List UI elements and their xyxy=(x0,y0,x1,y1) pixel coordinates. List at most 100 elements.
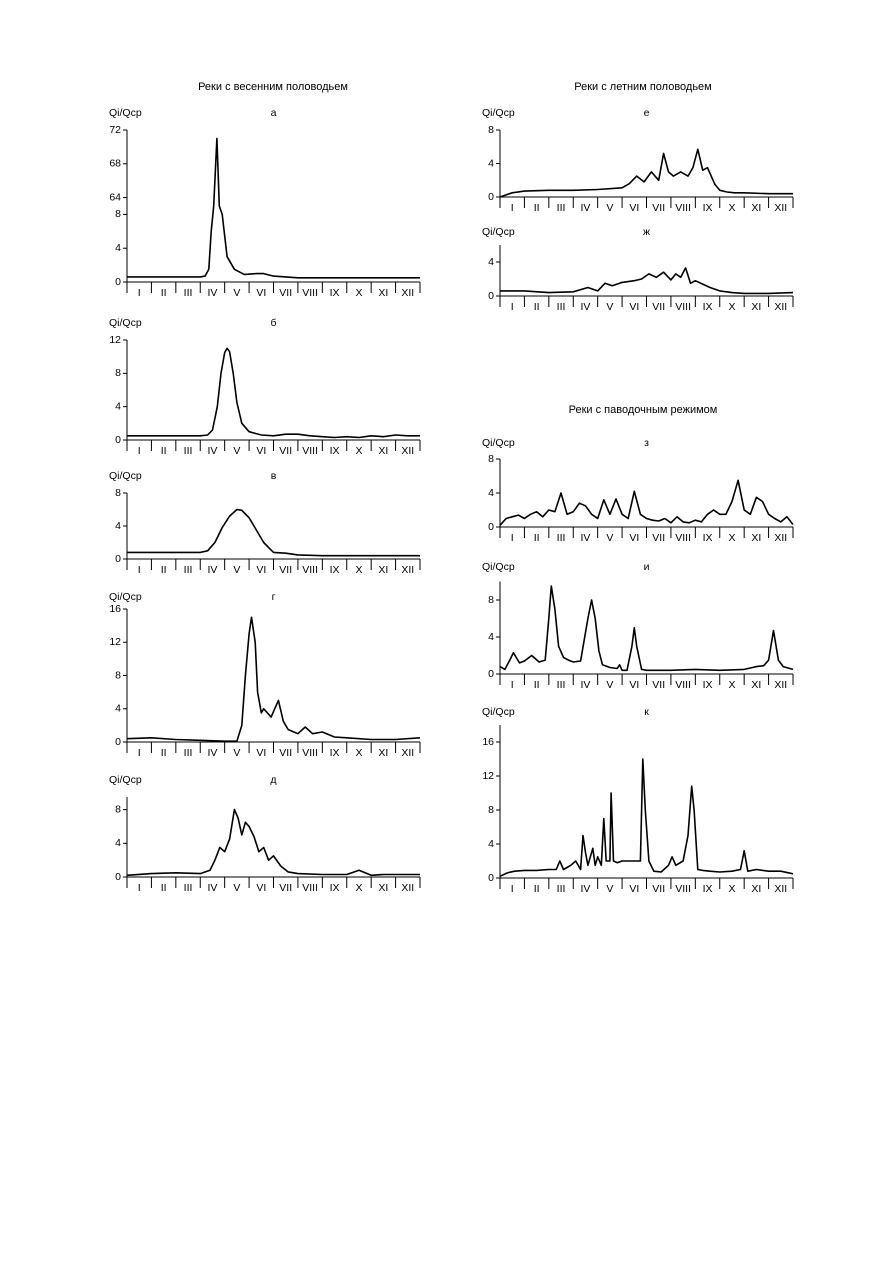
x-tick-label: VI xyxy=(629,202,639,214)
y-tick-label: 0 xyxy=(488,872,494,884)
x-tick-label: I xyxy=(511,202,514,214)
chart-title: и xyxy=(644,561,650,573)
x-tick-label: IX xyxy=(703,202,713,214)
y-axis-label: Qi/Qср xyxy=(109,470,142,482)
x-tick-label: IX xyxy=(330,445,340,457)
x-tick-label: X xyxy=(728,301,735,313)
x-tick-label: VII xyxy=(279,564,292,576)
column-title: Реки с паводочным режимом xyxy=(569,404,718,416)
y-tick-label: 8 xyxy=(488,124,494,136)
x-tick-label: IX xyxy=(330,747,340,759)
x-tick-label: I xyxy=(511,301,514,313)
y-tick-label: 0 xyxy=(488,521,494,533)
x-tick-label: I xyxy=(511,883,514,895)
x-tick-label: XI xyxy=(751,301,761,313)
x-tick-label: X xyxy=(355,445,362,457)
x-tick-label: II xyxy=(534,679,540,691)
y-tick-label: 8 xyxy=(115,669,121,681)
x-tick-label: III xyxy=(557,679,566,691)
x-tick-label: II xyxy=(534,532,540,544)
y-tick-label: 0 xyxy=(115,736,121,748)
chart-title: а xyxy=(271,107,277,119)
x-tick-label: III xyxy=(557,202,566,214)
x-tick-label: I xyxy=(138,747,141,759)
x-tick-label: XII xyxy=(401,445,414,457)
x-tick-label: XII xyxy=(401,287,414,299)
y-tick-label: 64 xyxy=(109,191,121,203)
chart-title: з xyxy=(644,437,649,449)
flow-line xyxy=(126,808,420,877)
x-tick-label: V xyxy=(233,287,240,299)
x-tick-label: VIII xyxy=(675,679,691,691)
y-tick-label: 12 xyxy=(109,636,121,648)
x-tick-label: XI xyxy=(378,445,388,457)
y-axis-label: Qi/Qср xyxy=(482,561,515,573)
flow-line xyxy=(500,267,794,295)
x-tick-label: XII xyxy=(774,202,787,214)
x-tick-label: VII xyxy=(279,747,292,759)
chart-title: д xyxy=(270,774,276,786)
x-tick-label: V xyxy=(606,301,613,313)
x-tick-label: X xyxy=(355,747,362,759)
y-tick-label: 0 xyxy=(115,553,121,565)
y-axis-label: Qi/Qср xyxy=(109,107,142,119)
x-tick-label: II xyxy=(161,564,167,576)
x-tick-label: VIII xyxy=(302,287,318,299)
x-tick-label: V xyxy=(606,532,613,544)
x-tick-label: VIII xyxy=(302,445,318,457)
y-axis-label: Qi/Qср xyxy=(109,591,142,603)
y-tick-label: 0 xyxy=(115,276,121,288)
y-axis-label: Qi/Qср xyxy=(482,107,515,119)
x-tick-label: VI xyxy=(256,564,266,576)
x-tick-label: IV xyxy=(207,747,217,759)
chart-title: г xyxy=(272,591,276,603)
x-tick-label: IV xyxy=(207,882,217,894)
flow-line xyxy=(499,585,794,672)
x-tick-label: VII xyxy=(652,301,665,313)
y-tick-label: 4 xyxy=(115,242,121,254)
y-tick-label: 72 xyxy=(109,124,121,136)
x-tick-label: VI xyxy=(256,747,266,759)
flow-line xyxy=(499,148,793,198)
x-tick-label: VI xyxy=(256,287,266,299)
x-tick-label: V xyxy=(606,883,613,895)
y-tick-label: 8 xyxy=(115,367,121,379)
y-tick-label: 4 xyxy=(115,400,121,412)
flow-line xyxy=(127,347,420,439)
x-tick-label: V xyxy=(606,679,613,691)
x-tick-label: XI xyxy=(378,882,388,894)
x-tick-label: II xyxy=(534,202,540,214)
x-tick-label: XI xyxy=(751,202,761,214)
x-tick-label: XII xyxy=(401,747,414,759)
y-axis-label: Qi/Qср xyxy=(482,226,515,238)
y-tick-label: 12 xyxy=(482,770,494,782)
x-tick-label: VI xyxy=(629,532,639,544)
x-tick-label: V xyxy=(233,747,240,759)
x-tick-label: III xyxy=(557,532,566,544)
x-tick-label: XII xyxy=(401,564,414,576)
column-title: Реки с весенним половодьем xyxy=(198,81,348,93)
y-tick-label: 4 xyxy=(488,487,494,499)
x-tick-label: X xyxy=(728,679,735,691)
y-tick-label: 0 xyxy=(115,434,121,446)
y-tick-label: 8 xyxy=(115,803,121,815)
y-axis-label: Qi/Qср xyxy=(109,774,142,786)
x-tick-label: IX xyxy=(330,564,340,576)
x-tick-label: X xyxy=(728,883,735,895)
x-tick-label: XI xyxy=(751,679,761,691)
x-tick-label: II xyxy=(161,882,167,894)
x-tick-label: VIII xyxy=(302,564,318,576)
x-tick-label: VI xyxy=(256,445,266,457)
x-tick-label: X xyxy=(728,202,735,214)
y-tick-label: 4 xyxy=(488,631,494,643)
x-tick-label: VI xyxy=(256,882,266,894)
x-tick-label: IV xyxy=(580,202,590,214)
y-tick-label: 0 xyxy=(488,668,494,680)
x-tick-label: III xyxy=(184,564,193,576)
x-tick-label: III xyxy=(557,301,566,313)
x-tick-label: III xyxy=(557,883,566,895)
x-tick-label: XII xyxy=(774,883,787,895)
x-tick-label: VII xyxy=(279,287,292,299)
x-tick-label: VIII xyxy=(302,882,318,894)
x-tick-label: VII xyxy=(652,202,665,214)
